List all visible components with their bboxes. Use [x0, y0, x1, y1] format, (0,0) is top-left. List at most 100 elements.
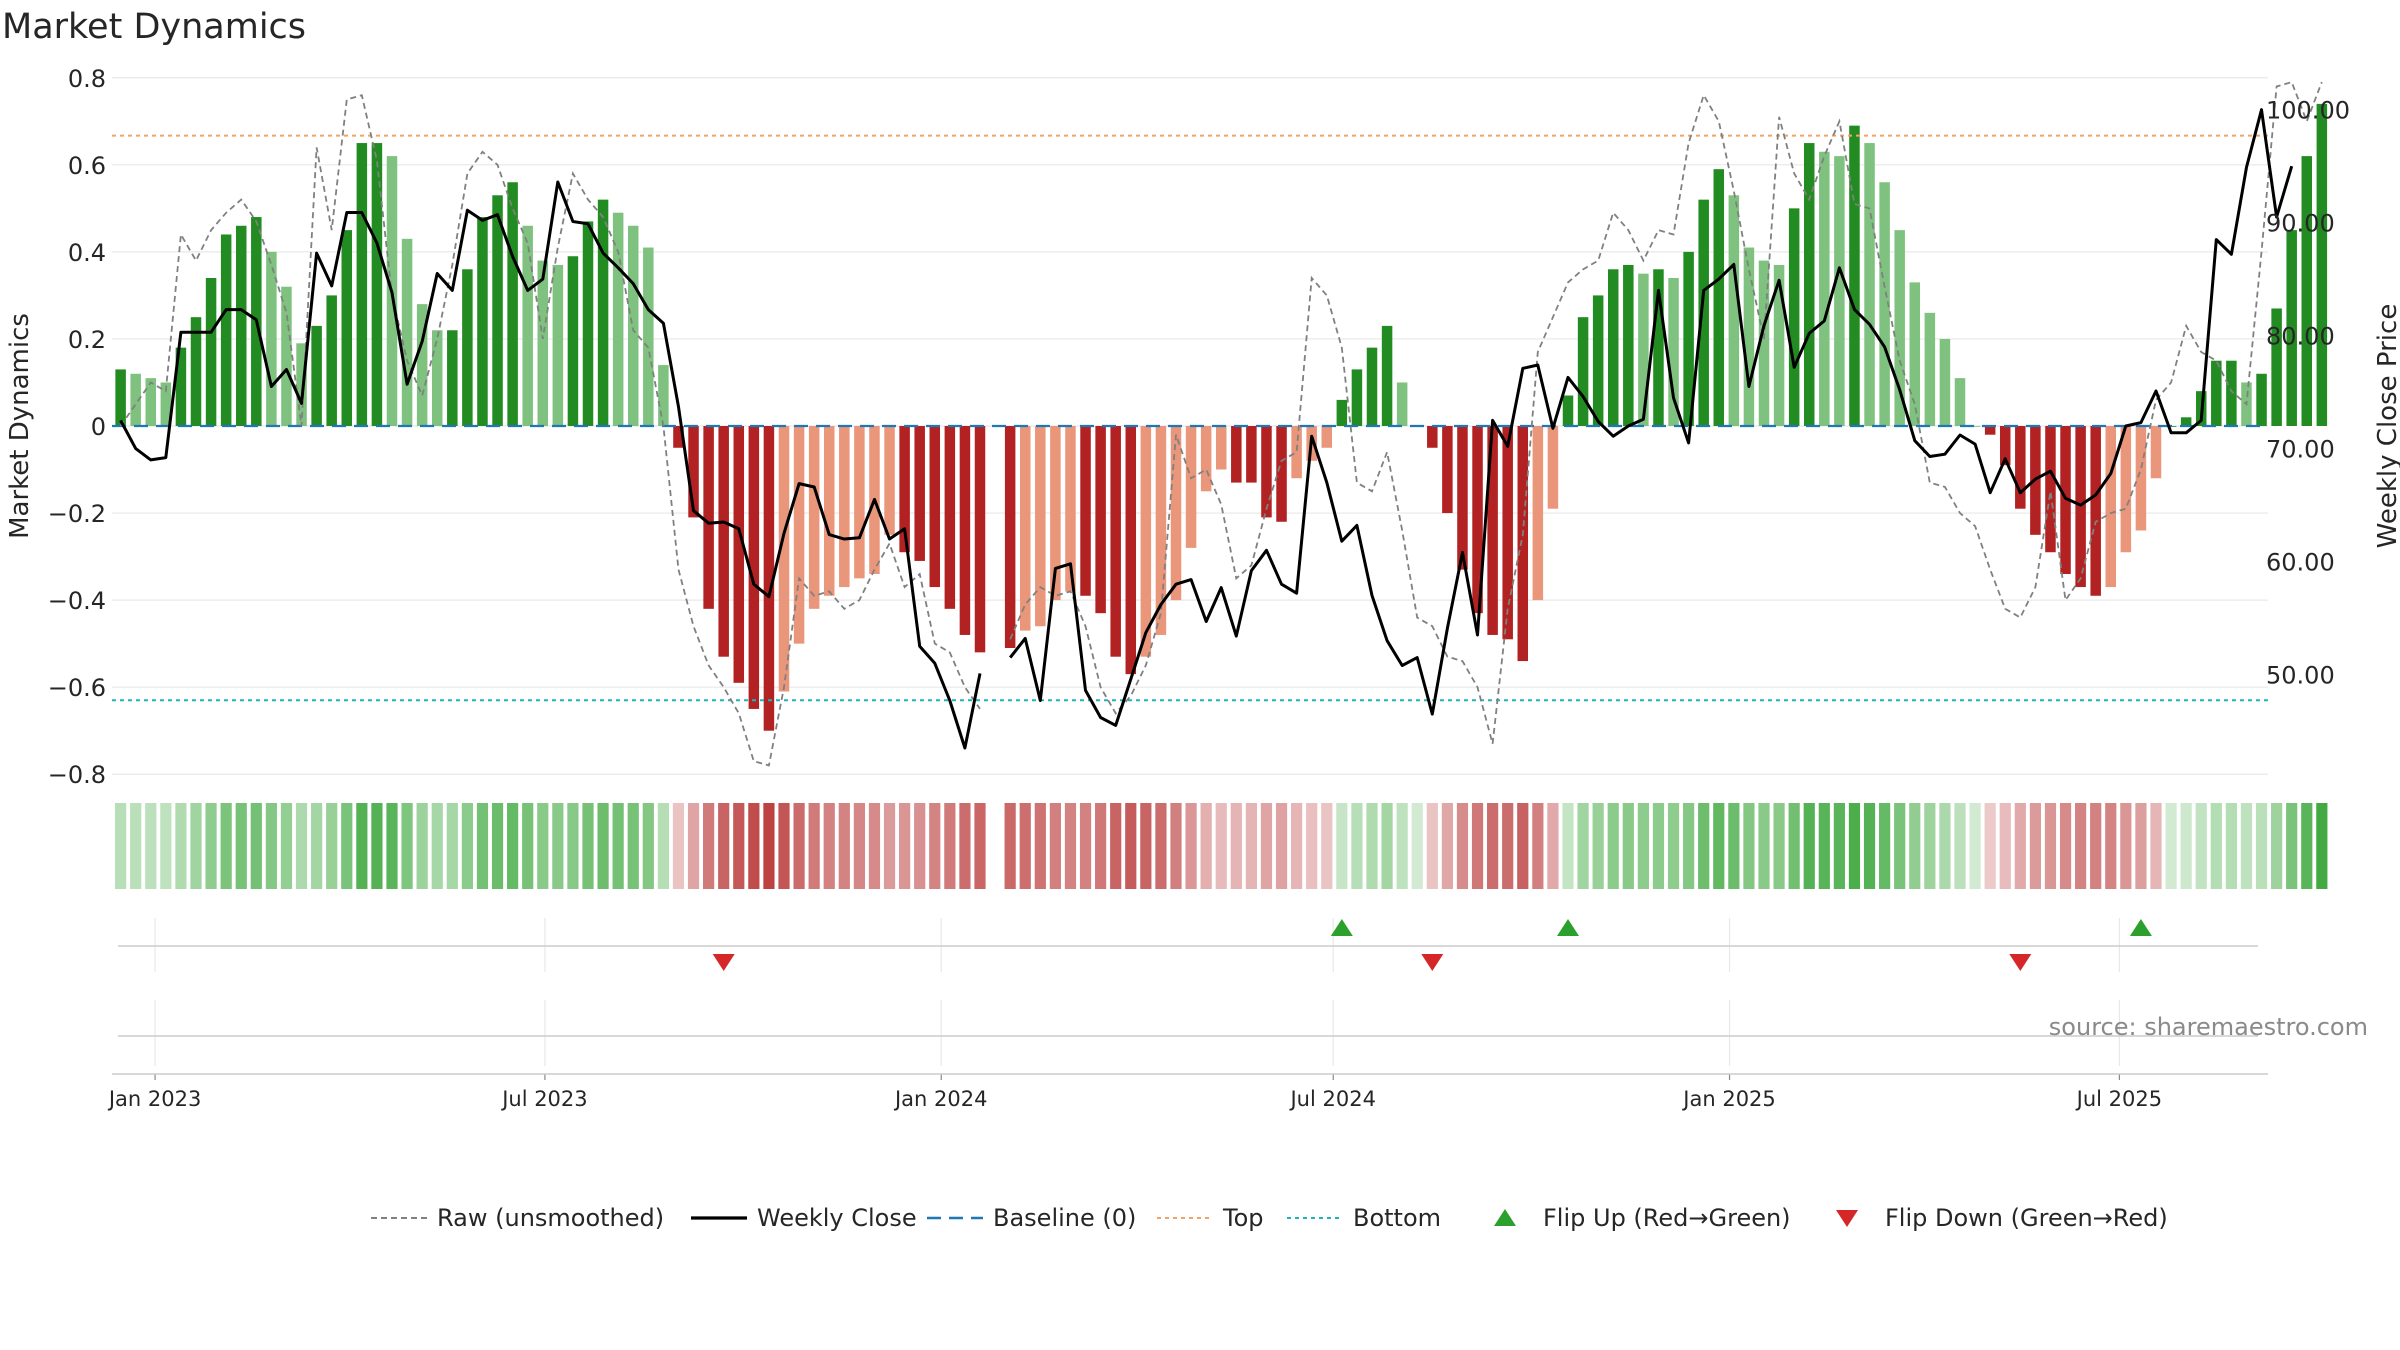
histogram-bar	[175, 347, 187, 426]
x-tick-label: Jan 2023	[107, 1087, 202, 1111]
grid-layer	[112, 77, 2268, 1066]
source-label: source: sharemaestro.com	[2049, 1013, 2368, 1041]
legend-flip-up-icon	[1494, 1209, 1516, 1226]
y-tick-label: 0.8	[68, 65, 106, 93]
regime-cell	[2210, 803, 2222, 889]
histogram-bar	[1246, 426, 1257, 483]
regime-cell	[1004, 803, 1016, 889]
histogram-bar	[1638, 273, 1649, 426]
regime-cell	[431, 803, 443, 889]
histogram-bar	[1366, 347, 1378, 426]
x-tick-label: Jan 2024	[893, 1087, 988, 1111]
regime-cell	[2059, 803, 2072, 889]
histogram-bar	[220, 234, 232, 426]
y2-tick-label: 80.00	[2266, 323, 2335, 351]
legend-flip-down-icon	[1836, 1210, 1858, 1227]
regime-cell	[929, 803, 941, 889]
chart-title: Market Dynamics	[2, 7, 306, 47]
regime-cell	[1125, 803, 1137, 889]
histogram-bar	[1200, 426, 1212, 492]
regime-cell	[1275, 803, 1288, 889]
regime-cell	[1185, 803, 1197, 889]
histogram-bar	[627, 225, 639, 426]
regime-cell	[2135, 803, 2147, 889]
y-tick-label: −0.6	[48, 674, 106, 702]
histogram-bar	[793, 426, 805, 644]
histogram-bar	[1773, 264, 1785, 426]
histogram-bar	[854, 426, 865, 579]
histogram-bar	[1396, 382, 1408, 426]
regime-cell	[2195, 803, 2207, 889]
regime-cell	[1879, 803, 1891, 889]
regime-cell	[311, 803, 323, 889]
histogram-bar	[974, 426, 986, 653]
regime-cell	[1652, 803, 1665, 889]
regime-cell	[280, 803, 293, 889]
legend-label: Flip Down (Green→Red)	[1885, 1204, 2168, 1232]
y-tick-label: 0.2	[68, 326, 106, 354]
regime-cell	[356, 803, 368, 889]
histogram-bar	[1592, 295, 1604, 426]
histogram-bar	[673, 426, 684, 448]
regime-cell	[1517, 803, 1529, 889]
regime-cell	[1079, 803, 1092, 889]
regime-cell	[386, 803, 398, 889]
histogram-bar	[416, 304, 428, 426]
regime-cell	[1939, 803, 1951, 889]
y2-tick-label: 70.00	[2266, 436, 2335, 464]
histogram-bar	[2060, 426, 2071, 574]
regime-cell	[1366, 803, 1378, 889]
histogram-bar	[1215, 426, 1227, 470]
histogram-bar	[326, 295, 337, 426]
histogram-bar	[582, 221, 594, 426]
histogram-bar	[929, 426, 941, 588]
regime-cell	[718, 803, 730, 889]
histogram-bar	[401, 238, 413, 426]
histogram-bar	[1231, 426, 1242, 483]
regime-cell	[1743, 803, 1755, 889]
histogram-bar	[1909, 282, 1921, 426]
histogram-bar	[311, 325, 322, 426]
raw-unsmoothed-line	[119, 81, 2323, 767]
histogram-bar	[1155, 426, 1167, 635]
histogram-bar	[1939, 338, 1951, 426]
regime-cell	[1547, 803, 1559, 889]
histogram-bar	[1125, 426, 1137, 675]
regime-cell	[1034, 803, 1046, 889]
regime-cell	[1667, 803, 1680, 889]
histogram-bar	[1864, 143, 1875, 426]
regime-cell	[1245, 803, 1257, 889]
histogram-bar	[1879, 182, 1890, 426]
regime-cell	[733, 803, 745, 889]
histogram-bar	[1607, 269, 1619, 426]
flip-panel	[712, 919, 2152, 971]
histogram-bar	[266, 251, 277, 426]
histogram-bar	[2045, 426, 2056, 553]
regime-cell	[823, 803, 835, 889]
y-tick-label: 0	[91, 413, 106, 441]
regime-cell	[2180, 803, 2192, 889]
histogram-bar	[959, 426, 971, 635]
histogram-bar	[1487, 426, 1498, 635]
histogram-bar	[1849, 125, 1860, 426]
histogram-bar	[839, 426, 850, 588]
regime-cell	[2014, 803, 2026, 889]
histogram-bar	[2105, 426, 2117, 588]
histogram-bar	[1170, 426, 1182, 601]
histogram-bar	[447, 330, 458, 426]
y-tick-label: 0.6	[68, 152, 106, 180]
histogram-bar	[1713, 169, 1725, 427]
histogram-bar	[1276, 426, 1287, 522]
histogram-bar	[1080, 426, 1091, 596]
histogram-bar	[537, 260, 549, 426]
histogram-bar	[1562, 395, 1574, 426]
histogram-bar	[1788, 208, 1800, 426]
histogram-bar	[2180, 417, 2192, 426]
histogram-bar	[1140, 426, 1152, 657]
histogram-bar	[507, 182, 518, 426]
regime-cell	[1728, 803, 1740, 889]
y-axis-label: Market Dynamics	[5, 313, 35, 539]
regime-cell	[2225, 803, 2237, 889]
regime-cell	[838, 803, 850, 889]
